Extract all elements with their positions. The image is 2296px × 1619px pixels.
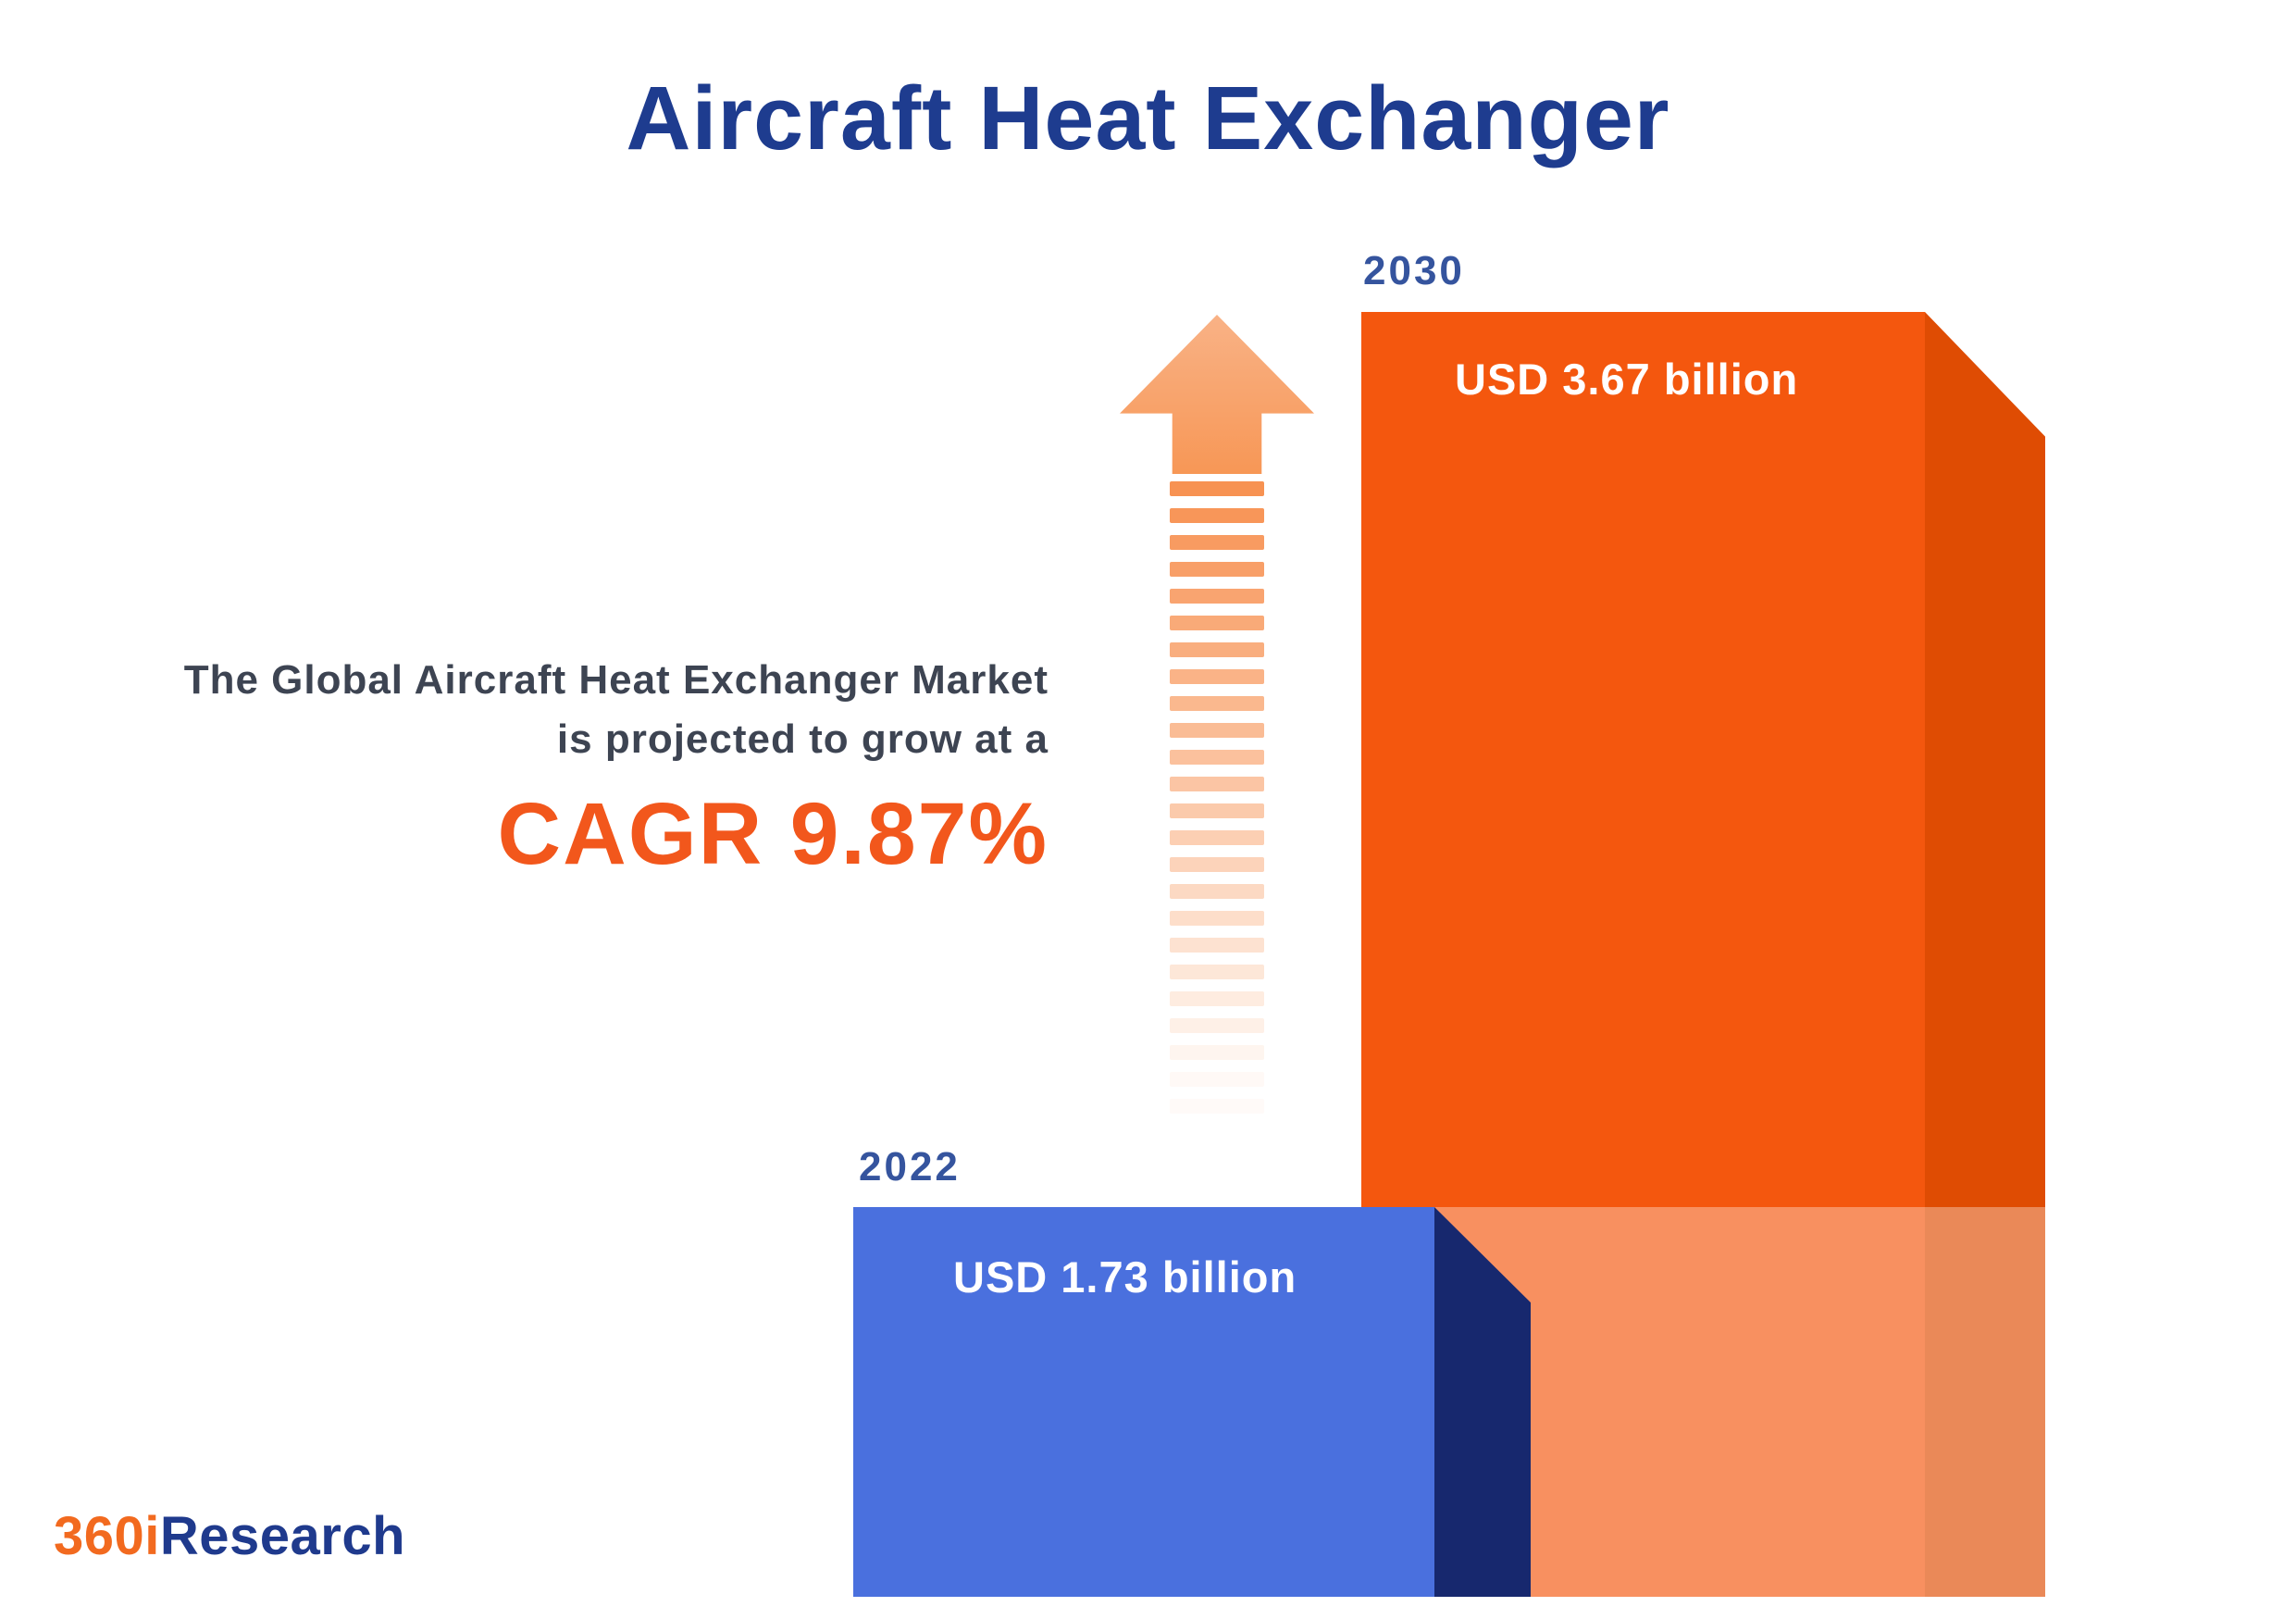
arrow-stripe (1170, 1045, 1264, 1060)
arrow-stripe (1170, 562, 1264, 577)
arrow-stripe (1170, 616, 1264, 630)
arrow-stripe (1170, 642, 1264, 657)
arrow-stripe (1170, 589, 1264, 604)
arrow-stripe (1170, 884, 1264, 899)
bar-2030-year-label: 2030 (1363, 248, 1465, 293)
arrow-stripe (1170, 669, 1264, 684)
arrow-stripe (1170, 938, 1264, 953)
arrow-stripe (1170, 803, 1264, 818)
arrow-stripe (1170, 777, 1264, 791)
bar-2022-year-label: 2022 (859, 1144, 961, 1189)
arrow-stripe (1170, 508, 1264, 523)
arrow-stripe (1170, 696, 1264, 711)
arrow-stripe (1170, 911, 1264, 926)
bar-2030-side-face (1925, 312, 2045, 1597)
arrow-stripe (1170, 750, 1264, 765)
logo: 360iResearch (54, 1505, 405, 1567)
description-block: The Global Aircraft Heat Exchanger Marke… (184, 651, 1049, 885)
arrow-stripe (1170, 535, 1264, 550)
growth-arrow-dashes (1170, 481, 1264, 1126)
arrow-stripe (1170, 481, 1264, 496)
arrow-stripe (1170, 1099, 1264, 1114)
arrow-stripe (1170, 723, 1264, 738)
arrow-stripe (1170, 830, 1264, 845)
logo-prefix: 360i (54, 1506, 160, 1566)
arrow-stripe (1170, 991, 1264, 1006)
arrow-stripe (1170, 1018, 1264, 1033)
page-title: Aircraft Heat Exchanger (626, 68, 1670, 168)
cagr-value: CAGR 9.87% (497, 785, 1049, 883)
description-line-1: The Global Aircraft Heat Exchanger Marke… (183, 657, 1049, 703)
arrow-stripe (1170, 857, 1264, 872)
arrow-stripe (1170, 965, 1264, 979)
bar-2030-value-label: USD 3.67 billion (1455, 355, 1799, 404)
bar-2022-value-label: USD 1.73 billion (953, 1252, 1297, 1301)
description-line-2: is projected to grow at a (556, 716, 1049, 762)
arrow-stripe (1170, 1072, 1264, 1087)
logo-suffix: Research (159, 1506, 406, 1566)
growth-arrow-icon (1120, 315, 1314, 474)
bar-2022-front-face (853, 1207, 1434, 1597)
